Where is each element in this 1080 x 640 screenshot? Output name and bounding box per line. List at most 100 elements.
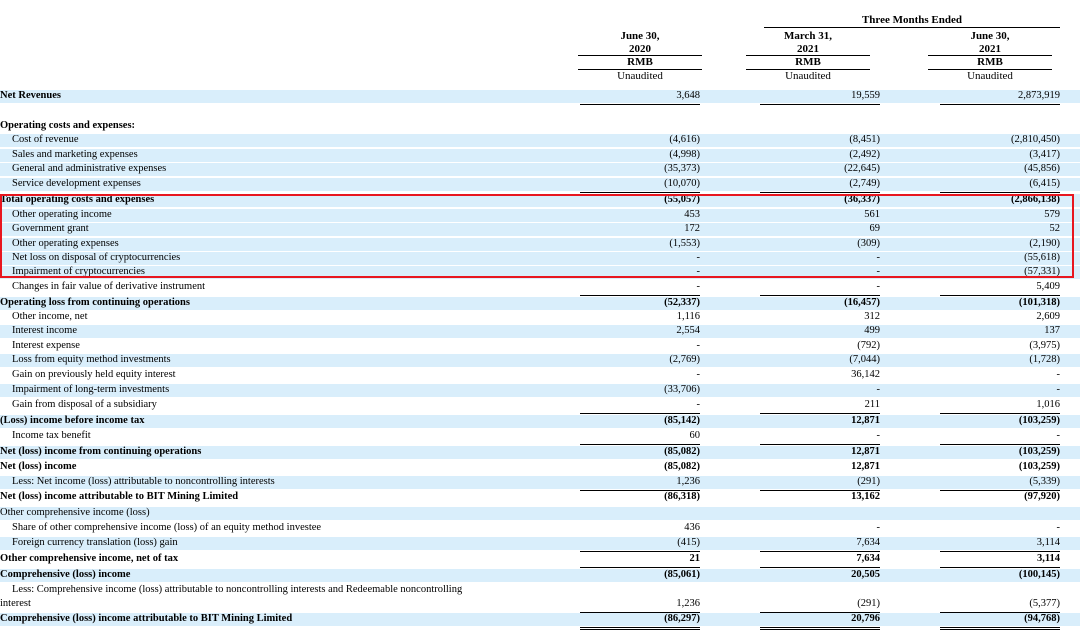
- row-impairment-crypto: Impairment of cryptocurrencies - - (57,3…: [0, 265, 1080, 280]
- cell-2021q1: (22,645): [844, 163, 880, 174]
- row-label: Government grant: [12, 223, 89, 234]
- cell-2021q1: 19,559: [760, 89, 880, 105]
- row-label: Less: Comprehensive income (loss) attrib…: [12, 584, 463, 595]
- row-interest-income: Interest income 2,554 499 137: [0, 324, 1080, 339]
- row-label: Changes in fair value of derivative inst…: [12, 281, 206, 292]
- row-label: Comprehensive (loss) income: [0, 569, 131, 580]
- row-label: Interest income: [12, 325, 78, 336]
- cell-2020q2: (85,082): [664, 461, 700, 472]
- row-comprehensive-income: Comprehensive (loss) income (85,061) 20,…: [0, 568, 1080, 583]
- cell-2021q1: (8,451): [849, 134, 880, 145]
- cell-2021q1: 12,871: [851, 415, 880, 426]
- cell-2020q2: 21: [580, 552, 700, 568]
- row-label: Gain on previously held equity interest: [12, 369, 176, 380]
- column-currency: RMB: [746, 55, 870, 70]
- row-fx-translation: Foreign currency translation (loss) gain…: [0, 536, 1080, 552]
- cell-2021q1: (36,337): [844, 194, 880, 205]
- cell-2021q1: -: [876, 522, 881, 533]
- cell-2021q2: 52: [1049, 223, 1061, 234]
- row-share-oci-equity: Share of other comprehensive income (los…: [0, 521, 1080, 536]
- row-label: Net (loss) income: [0, 461, 77, 472]
- row-oci-net-of-tax: Other comprehensive income, net of tax 2…: [0, 552, 1080, 568]
- cell-2021q2: (5,339): [940, 475, 1060, 491]
- row-label: Foreign currency translation (loss) gain: [12, 537, 178, 548]
- row-net-loss-attributable-bit: Net (loss) income attributable to BIT Mi…: [0, 490, 1080, 505]
- column-date-line1: June 30,: [620, 30, 660, 42]
- cell-2020q2: (85,061): [664, 569, 700, 580]
- cell-2021q1: (16,457): [844, 297, 880, 308]
- row-interest-expense: Interest expense - (792) (3,975): [0, 339, 1080, 354]
- cell-2021q1: 7,634: [760, 552, 880, 568]
- row-label: Less: Net income (loss) attributable to …: [12, 476, 275, 487]
- cell-2021q1: (792): [857, 340, 880, 351]
- cell-2021q1: 20,796: [760, 612, 880, 630]
- column-header-1: June 30, 2020 RMB Unaudited: [578, 30, 702, 82]
- row-label: Total operating costs and expenses: [0, 194, 155, 205]
- row-general-admin: General and administrative expenses (35,…: [0, 162, 1080, 177]
- cell-2020q2: 1,236: [580, 475, 700, 491]
- column-header-3: June 30, 2021 RMB Unaudited: [928, 30, 1052, 82]
- row-government-grant: Government grant 172 69 52: [0, 222, 1080, 237]
- row-label: Service development expenses: [12, 178, 141, 189]
- cell-2021q2: 3,114: [940, 536, 1060, 552]
- cell-2020q2: -: [696, 266, 701, 277]
- cell-2021q1: 211: [760, 398, 880, 414]
- row-label: Net Revenues: [0, 90, 61, 101]
- cell-2021q1: (2,492): [849, 149, 880, 160]
- row-label: Other income, net: [12, 311, 88, 322]
- cell-2020q2: (85,082): [664, 446, 700, 457]
- cell-2020q2: -: [696, 340, 701, 351]
- row-income-tax-benefit: Income tax benefit 60 - -: [0, 429, 1080, 445]
- column-date-line1: June 30,: [970, 30, 1010, 42]
- cell-2021q2: 5,409: [940, 280, 1060, 296]
- row-other-operating-income: Other operating income 453 561 579: [0, 208, 1080, 223]
- row-label: Income tax benefit: [12, 430, 91, 441]
- cell-2020q2: 2,554: [676, 325, 700, 336]
- row-total-operating-costs: Total operating costs and expenses (55,0…: [0, 193, 1080, 208]
- cell-2021q1: 12,871: [851, 461, 880, 472]
- cell-2021q2: -: [1056, 522, 1061, 533]
- row-label: Impairment of long-term investments: [12, 384, 170, 395]
- row-label: Sales and marketing expenses: [12, 149, 138, 160]
- cell-2020q2: 453: [684, 209, 700, 220]
- cell-2021q2: (1,728): [1029, 354, 1060, 365]
- cell-2021q2: 137: [1044, 325, 1060, 336]
- cell-2021q2: (2,866,138): [1011, 194, 1060, 205]
- cell-2021q2: 579: [1044, 209, 1060, 220]
- cell-2020q2: 3,648: [580, 89, 700, 105]
- row-operating-loss: Operating loss from continuing operation…: [0, 296, 1080, 311]
- cell-2020q2: (85,142): [664, 415, 700, 426]
- row-label: Net loss on disposal of cryptocurrencies: [12, 252, 181, 263]
- column-status: Unaudited: [617, 69, 663, 82]
- cell-2020q2: -: [580, 398, 700, 414]
- cell-2021q1: 561: [864, 209, 880, 220]
- cell-2021q2: (57,331): [1024, 266, 1060, 277]
- cell-2021q2: -: [1056, 384, 1061, 395]
- column-date-line2: 2020: [629, 42, 651, 55]
- row-label: Comprehensive (loss) income attributable…: [0, 613, 293, 624]
- row-label: Net (loss) income attributable to BIT Mi…: [0, 491, 239, 502]
- row-label: interest: [0, 598, 31, 609]
- cell-2020q2: (52,337): [664, 297, 700, 308]
- column-date-line1: March 31,: [783, 30, 833, 42]
- cell-2020q2: (4,616): [669, 134, 700, 145]
- cell-2020q2: -: [580, 280, 700, 296]
- row-label: Operating costs and expenses:: [0, 120, 136, 131]
- cell-2020q2: -: [696, 369, 701, 380]
- column-currency: RMB: [578, 55, 702, 70]
- cell-2020q2: (415): [580, 536, 700, 552]
- cell-2020q2: (10,070): [580, 177, 700, 193]
- cell-2021q2: (103,259): [1018, 461, 1060, 472]
- cell-2021q1: (7,044): [849, 354, 880, 365]
- row-cost-of-revenue: Cost of revenue (4,616) (8,451) (2,810,4…: [0, 133, 1080, 148]
- cell-2021q1: -: [876, 266, 881, 277]
- column-header-2: March 31, 2021 RMB Unaudited: [746, 30, 870, 82]
- cell-2021q1: (291): [760, 597, 880, 613]
- row-label: Other comprehensive income, net of tax: [0, 553, 179, 564]
- row-loss-before-tax: (Loss) income before income tax (85,142)…: [0, 414, 1080, 429]
- cell-2021q2: (103,259): [1018, 446, 1060, 457]
- cell-2020q2: (4,998): [669, 149, 700, 160]
- cell-2020q2: (86,318): [664, 491, 700, 502]
- row-other-income-net: Other income, net 1,116 312 2,609: [0, 310, 1080, 325]
- row-ci-nci-line2: interest 1,236 (291) (5,377): [0, 597, 1080, 613]
